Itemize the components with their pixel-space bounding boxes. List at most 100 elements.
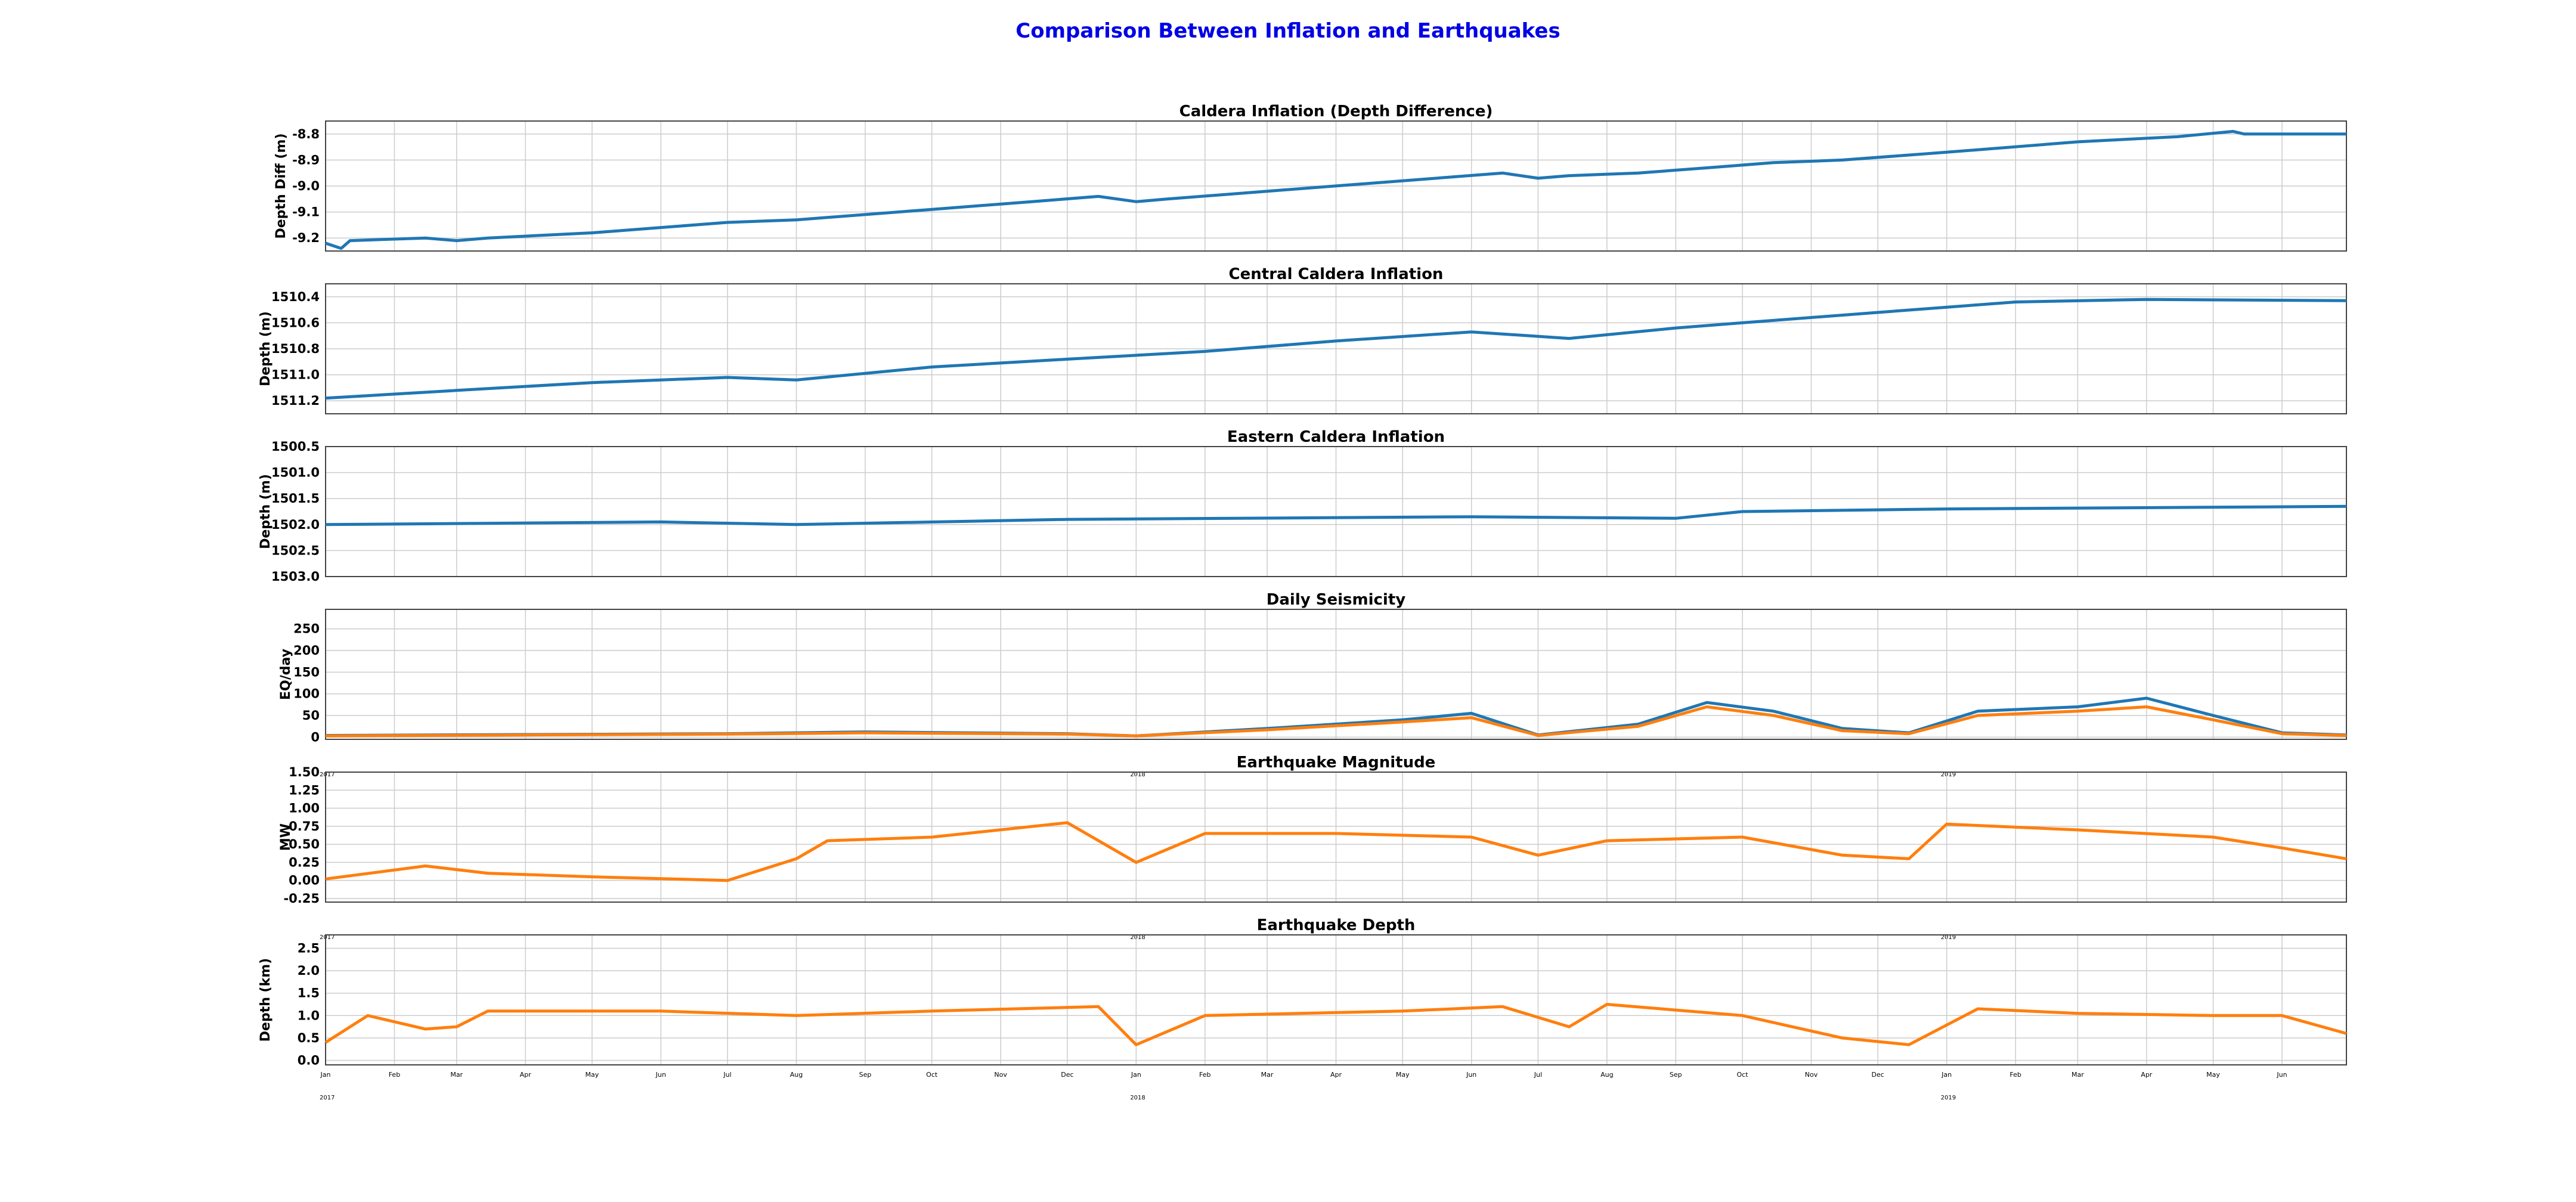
y-tick-label: 0 [311, 730, 320, 744]
y-tick-label: 1.5 [298, 986, 320, 1000]
y-axis-label: Depth (m) [258, 311, 273, 386]
y-tick-label: 1510.6 [271, 315, 320, 330]
plot-frame [325, 283, 2347, 414]
series-line-raw [325, 504, 2347, 526]
x-tick-label: May [1396, 1071, 1410, 1079]
x-tick-label: Feb [2010, 1071, 2021, 1079]
x-tick-label: Jan [1941, 1071, 1952, 1079]
x-tick-label: Apr [520, 1071, 532, 1079]
y-tick-label: 2.5 [298, 941, 320, 956]
plot-frame [325, 120, 2347, 252]
x-tick-label: Feb [389, 1071, 400, 1079]
y-tick-label: 0.0 [298, 1053, 320, 1067]
x-tick-label: Apr [2141, 1071, 2153, 1079]
x-tick-label: Apr [1330, 1071, 1342, 1079]
x-tick-label: Sep [1670, 1071, 1682, 1079]
y-tick-label: 50 [302, 708, 320, 723]
x-tick-label: May [2206, 1071, 2220, 1079]
x-tick-label: Dec [1872, 1071, 1884, 1079]
y-tick-label: -0.25 [283, 891, 320, 906]
x-tick-label: Aug [790, 1071, 803, 1079]
y-tick-label: 1501.5 [271, 491, 320, 506]
x-tick-label: Mar [1261, 1071, 1274, 1079]
x-tick-label: Jul [723, 1071, 731, 1079]
y-tick-label: -8.8 [292, 127, 320, 141]
y-tick-label: 150 [293, 665, 320, 679]
x-year-label: 2018 [1130, 1095, 1145, 1101]
y-tick-label: -9.0 [292, 179, 320, 193]
x-tick-label: Jan [1131, 1071, 1141, 1079]
y-tick-label: 0.5 [298, 1031, 320, 1045]
panel-title: Caldera Inflation (Depth Difference) [1179, 103, 1493, 120]
y-tick-label: 1510.4 [271, 290, 320, 304]
y-tick-label: 1501.0 [271, 466, 320, 480]
plot-frame [325, 446, 2347, 577]
panel-title: Daily Seismicity [1267, 591, 1405, 609]
y-axis-label: Depth (m) [258, 474, 273, 549]
plot-frame [325, 609, 2347, 740]
series-line-smooth [325, 821, 2347, 882]
series-line-smooth [325, 705, 2347, 738]
x-year-label: 2019 [1941, 934, 1956, 941]
y-tick-label: 1511.0 [271, 368, 320, 382]
y-tick-label: -9.1 [292, 205, 320, 219]
page-title: Comparison Between Inflation and Earthqu… [1015, 19, 1561, 43]
x-tick-label: Oct [926, 1071, 938, 1079]
y-tick-label: 1500.5 [271, 439, 320, 454]
x-tick-label: Mar [450, 1071, 463, 1079]
y-tick-label: 1510.8 [271, 342, 320, 356]
panel-title: Earthquake Depth [1257, 916, 1416, 934]
x-year-label: 2018 [1130, 772, 1145, 778]
x-tick-label: Mar [2072, 1071, 2084, 1079]
x-tick-label: Jun [655, 1071, 666, 1079]
x-tick-label: Feb [1199, 1071, 1210, 1079]
x-year-label: 2018 [1130, 934, 1145, 941]
y-tick-label: 0.25 [289, 855, 320, 869]
x-year-label: 2017 [320, 934, 335, 941]
series-line-raw [325, 129, 2346, 250]
x-tick-label: Nov [1805, 1071, 1818, 1079]
y-tick-label: 1503.0 [271, 569, 320, 584]
panel-title: Earthquake Magnitude [1237, 754, 1436, 772]
y-tick-label: 1502.0 [271, 518, 320, 532]
y-tick-label: 1.0 [298, 1008, 320, 1023]
y-tick-label: -9.2 [292, 231, 320, 245]
y-tick-label: 1502.5 [271, 543, 320, 557]
x-year-label: 2019 [1941, 772, 1956, 778]
y-tick-label: 0.75 [289, 819, 320, 834]
y-tick-label: 1511.2 [271, 394, 320, 408]
x-tick-label: May [586, 1071, 599, 1079]
x-tick-label: Jun [2276, 1071, 2287, 1079]
y-tick-label: 0.00 [289, 873, 320, 888]
x-year-label: 2017 [320, 1095, 335, 1101]
x-tick-label: Jun [1466, 1071, 1476, 1079]
x-tick-label: Aug [1600, 1071, 1613, 1079]
series-line-raw [325, 298, 2347, 400]
y-tick-label: 1.25 [289, 783, 320, 797]
y-tick-label: 1.50 [289, 765, 320, 779]
plot-frame [325, 934, 2347, 1065]
y-tick-label: 250 [293, 622, 320, 636]
y-axis-label: EQ/day [278, 649, 293, 700]
y-tick-label: -8.9 [292, 153, 320, 167]
x-tick-label: Oct [1737, 1071, 1749, 1079]
plot-frame [325, 772, 2347, 903]
x-tick-label: Nov [994, 1071, 1007, 1079]
x-year-label: 2019 [1941, 1095, 1956, 1101]
panel-title: Eastern Caldera Inflation [1227, 428, 1445, 446]
panel-title: Central Caldera Inflation [1229, 265, 1444, 283]
y-tick-label: 2.0 [298, 964, 320, 978]
y-axis-label: Depth (km) [258, 958, 273, 1042]
y-axis-label: MW [278, 823, 293, 851]
y-tick-label: 100 [293, 687, 320, 701]
x-tick-label: Jul [1534, 1071, 1542, 1079]
x-tick-label: Sep [859, 1071, 872, 1079]
y-tick-label: 1.00 [289, 801, 320, 816]
y-tick-label: 200 [293, 643, 320, 658]
y-tick-label: 0.50 [289, 837, 320, 851]
x-year-label: 2017 [320, 772, 335, 778]
x-tick-label: Dec [1061, 1071, 1073, 1079]
series-line-smooth [324, 1003, 2347, 1046]
x-tick-label: Jan [320, 1071, 331, 1079]
